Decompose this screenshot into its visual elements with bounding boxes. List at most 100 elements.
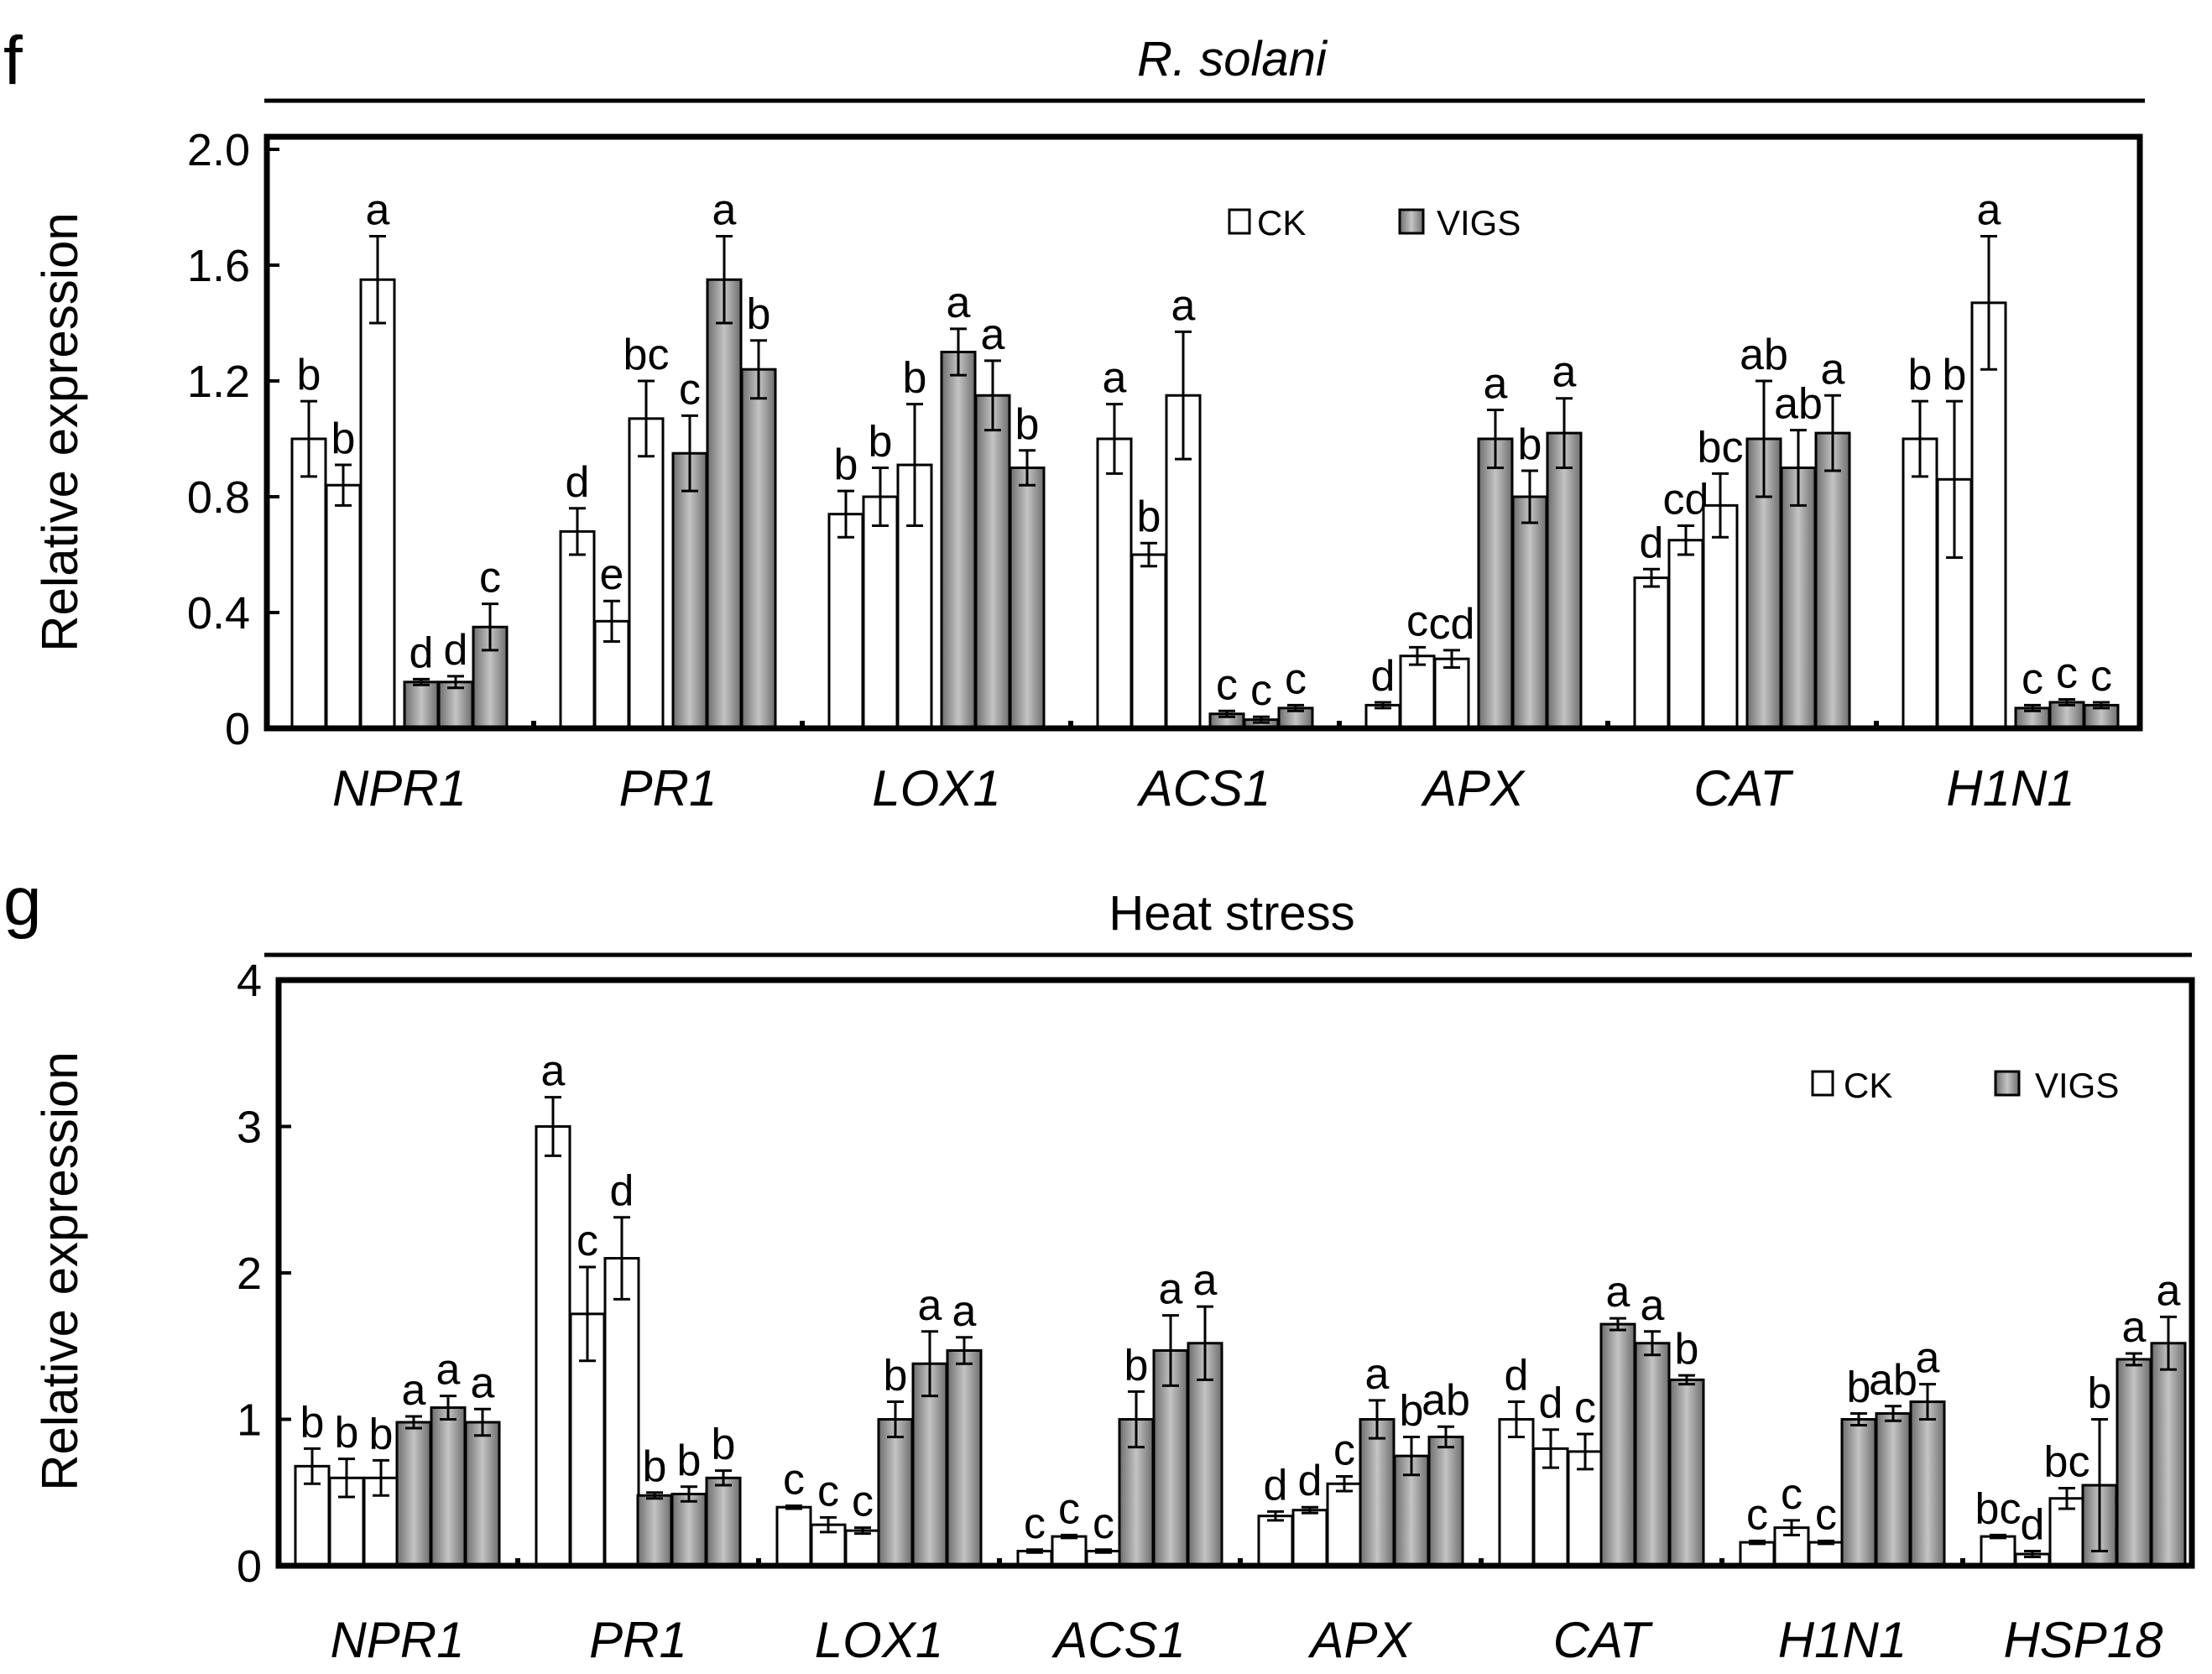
- legend-swatch-ck: [1811, 1070, 1834, 1097]
- y-tick-label: 1: [237, 1395, 262, 1446]
- significance-label: e: [600, 550, 624, 599]
- ck-bar: [1633, 576, 1670, 730]
- vigs-bar: [2150, 1342, 2187, 1567]
- x-category-label: HSP18: [2003, 1612, 2163, 1668]
- vigs-bar: [1477, 437, 1514, 730]
- vigs-bar: [636, 1494, 673, 1567]
- significance-label: a: [1171, 281, 1196, 330]
- significance-label: c: [1024, 1499, 1046, 1548]
- significance-label: d: [1371, 652, 1396, 701]
- significance-label: a: [2157, 1266, 2181, 1315]
- ck-bar: [603, 1257, 640, 1567]
- panel-letter: f: [3, 23, 23, 99]
- significance-label: a: [471, 1358, 495, 1407]
- significance-label: c: [1333, 1426, 1355, 1475]
- bar-group-acs1: c c c ba a: [1016, 1256, 1223, 1567]
- group-separator: [1605, 721, 1610, 728]
- significance-label: b: [712, 1421, 736, 1469]
- vigs-bar: [706, 278, 743, 730]
- significance-label: b: [1908, 351, 1933, 399]
- ck-bar: [628, 417, 665, 730]
- group-separator: [1238, 1558, 1243, 1566]
- significance-label: d: [610, 1167, 634, 1216]
- vigs-bar: [671, 451, 708, 730]
- treatment-title: R. solani: [1137, 32, 1328, 86]
- legend: CK VIGS: [1228, 203, 1521, 242]
- x-category-label: APX: [1421, 760, 1526, 816]
- ck-bar: [359, 278, 396, 730]
- significance-label: cd: [1663, 476, 1709, 524]
- vigs-bar: [1634, 1342, 1671, 1567]
- significance-label: b: [1847, 1364, 1871, 1412]
- y-tick-label: 1.6: [187, 241, 250, 291]
- vigs-bar: [1009, 467, 1046, 730]
- significance-label: b: [297, 351, 321, 399]
- significance-label: c: [1093, 1499, 1114, 1548]
- ck-bar: [775, 1505, 812, 1567]
- y-tick-label: 2: [237, 1249, 262, 1299]
- vigs-bar: [403, 681, 440, 730]
- legend-label-ck: CK: [1257, 203, 1306, 242]
- group-separator: [515, 1558, 520, 1566]
- significance-label: c: [2022, 654, 2043, 703]
- significance-label: a: [1484, 360, 1508, 409]
- y-tick-label: 0: [237, 1541, 262, 1592]
- ck-bar: [1257, 1515, 1294, 1567]
- ck-bar: [1130, 553, 1167, 730]
- significance-label: c: [576, 1217, 598, 1265]
- significance-label: b: [1400, 1386, 1424, 1435]
- significance-label: b: [643, 1442, 667, 1491]
- y-tick-label: 4: [237, 956, 262, 1006]
- significance-label: c: [852, 1478, 874, 1526]
- significance-label: c: [1574, 1384, 1596, 1432]
- vigs-bar: [1840, 1418, 1877, 1567]
- vigs-bar: [1511, 495, 1548, 730]
- significance-label: d: [1505, 1352, 1529, 1400]
- legend-label-vigs: VIGS: [2035, 1066, 2119, 1105]
- significance-label: a: [366, 186, 390, 235]
- treatment-title: Heat stress: [1109, 886, 1354, 941]
- significance-label: b: [834, 441, 858, 489]
- significance-label: b: [1675, 1325, 1699, 1374]
- significance-label: c: [817, 1467, 839, 1515]
- vigs-bar: [877, 1418, 914, 1567]
- vigs-bar: [464, 1421, 501, 1567]
- significance-label: b: [1015, 400, 1040, 449]
- significance-label: b: [1137, 493, 1161, 541]
- ck-bar: [844, 1529, 881, 1567]
- x-category-label: H1N1: [1946, 760, 2074, 816]
- vigs-bar: [946, 1348, 983, 1567]
- significance-label: a: [1193, 1256, 1218, 1305]
- plot-frame: [275, 977, 2195, 1569]
- significance-label: a: [2122, 1303, 2147, 1352]
- x-category-label: PR1: [589, 1612, 687, 1668]
- significance-label: b: [869, 418, 893, 467]
- bar-group-pr1: a cd b b b: [535, 1047, 742, 1567]
- significance-label: b: [677, 1437, 702, 1485]
- x-category-label: LOX1: [872, 760, 1000, 816]
- x-category-label: LOX1: [815, 1612, 943, 1668]
- bar-group-npr1: bb a d dc: [290, 186, 509, 730]
- significance-label: d: [1539, 1379, 1563, 1428]
- significance-label: c: [1250, 666, 1272, 715]
- vigs-bar: [705, 1476, 742, 1567]
- vigs-bar: [670, 1492, 707, 1567]
- legend-swatch-vigs: [1994, 1070, 2021, 1097]
- significance-label: a: [1606, 1268, 1630, 1317]
- plot-frame: [263, 133, 2143, 732]
- ck-bar: [1498, 1418, 1535, 1567]
- vigs-bar: [940, 351, 977, 730]
- x-category-label: ACS1: [1051, 1612, 1186, 1668]
- significance-label: c: [2056, 649, 2078, 698]
- ck-bar: [1096, 437, 1133, 730]
- significance-label: a: [402, 1366, 426, 1415]
- significance-label: b: [300, 1398, 325, 1447]
- ck-bar: [1433, 657, 1470, 730]
- significance-label: c: [1746, 1490, 1768, 1539]
- ck-bar: [1051, 1535, 1088, 1567]
